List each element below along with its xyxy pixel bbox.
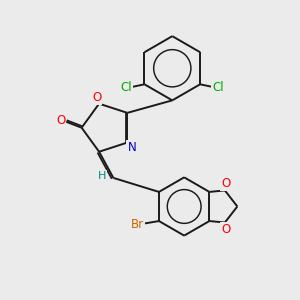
Text: H: H (98, 170, 106, 181)
Text: O: O (221, 177, 230, 190)
Text: O: O (92, 91, 101, 104)
Text: Cl: Cl (212, 81, 224, 94)
Text: N: N (128, 141, 136, 154)
Text: Br: Br (131, 218, 144, 231)
Text: Cl: Cl (121, 81, 133, 94)
Text: O: O (56, 114, 65, 127)
Text: O: O (221, 223, 230, 236)
